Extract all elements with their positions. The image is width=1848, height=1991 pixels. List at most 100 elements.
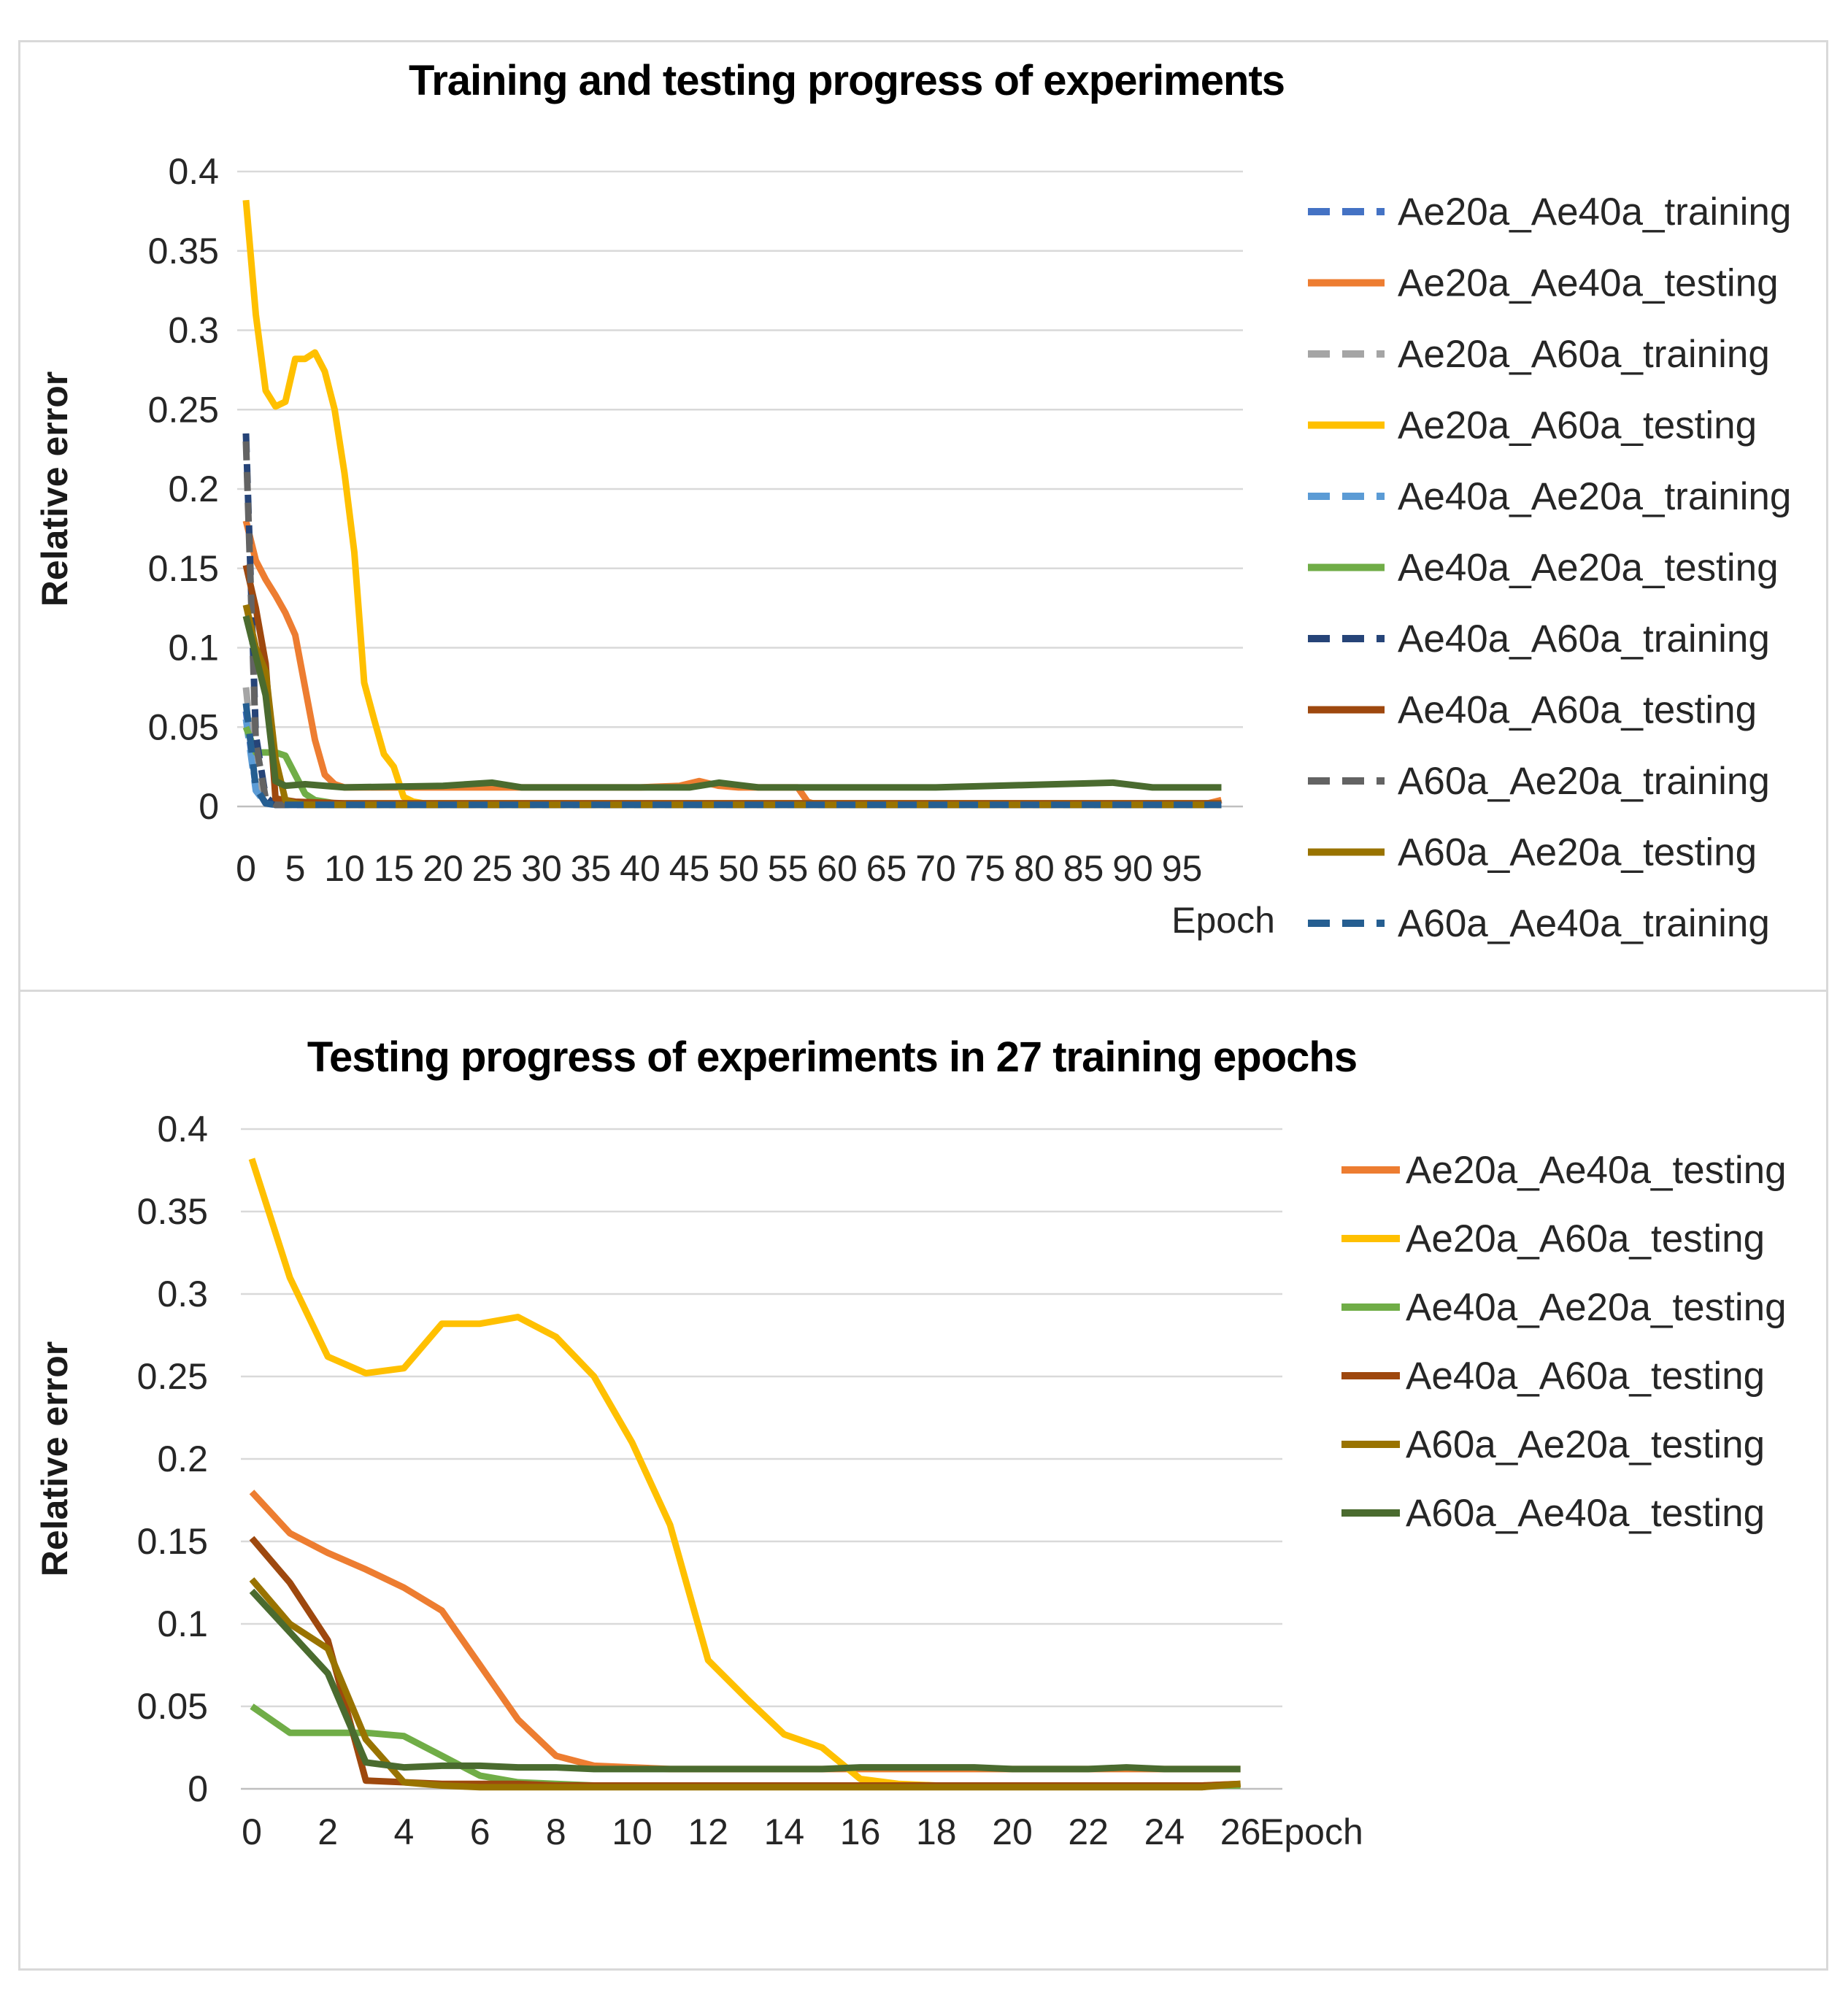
x-tick-label: 16 — [840, 1811, 881, 1852]
legend-label-A60a_Ae20a_training: A60a_Ae20a_training — [1398, 760, 1770, 803]
y-tick-label: 0.15 — [137, 1521, 208, 1562]
y-tick-label: 0 — [188, 1768, 208, 1809]
y-tick-label: 0.2 — [157, 1439, 208, 1479]
x-tick-label: 35 — [571, 848, 612, 889]
legend-label-Ae20a_Ae40a_testing: Ae20a_Ae40a_testing — [1406, 1149, 1787, 1192]
x-tick-label: 24 — [1144, 1811, 1185, 1852]
bottom-chart-title: Testing progress of experiments in 27 tr… — [307, 1033, 1357, 1081]
legend-label-Ae40a_Ae20a_testing: Ae40a_Ae20a_testing — [1406, 1286, 1787, 1329]
top-chart-x-axis-title: Epoch — [1171, 900, 1275, 941]
x-tick-label: 55 — [768, 848, 809, 889]
x-tick-label: 18 — [916, 1811, 957, 1852]
top-chart-title: Training and testing progress of experim… — [409, 57, 1285, 104]
x-tick-label: 20 — [423, 848, 463, 889]
x-tick-label: 15 — [374, 848, 415, 889]
legend-label-A60a_Ae20a_testing: A60a_Ae20a_testing — [1406, 1423, 1765, 1466]
bottom-chart-y-axis-title: Relative error — [34, 1341, 75, 1576]
legend-item: Ae20a_Ae40a_testing — [1308, 262, 1779, 305]
legend-item: Ae20a_A60a_training — [1308, 333, 1770, 376]
x-tick-label: 45 — [669, 848, 710, 889]
x-tick-label: 0 — [236, 848, 256, 889]
top-chart-plot: 00.050.10.150.20.250.30.350.40 5 10 15 20 25 3… — [148, 151, 1792, 945]
x-tick-label: 75 — [965, 848, 1006, 889]
x-tick-label: 22 — [1068, 1811, 1109, 1852]
legend-item: Ae40a_Ae20a_testing — [1341, 1286, 1787, 1329]
x-tick-label: 30 — [521, 848, 562, 889]
y-tick-label: 0.3 — [157, 1274, 208, 1314]
legend-label-Ae40a_Ae20a_training: Ae40a_Ae20a_training — [1398, 475, 1791, 518]
top-chart: 00.050.10.150.20.250.30.350.40 5 10 15 20 25 3… — [34, 57, 1792, 945]
x-tick-label: 26 — [1220, 1811, 1261, 1852]
legend-item: Ae20a_A60a_testing — [1308, 404, 1757, 447]
x-tick-label: 10 — [612, 1811, 652, 1852]
x-tick-label: 25 — [472, 848, 513, 889]
y-tick-label: 0.35 — [137, 1191, 208, 1232]
legend-item: A60a_Ae20a_testing — [1308, 831, 1757, 874]
legend-label-A60a_Ae40a_testing: A60a_Ae40a_testing — [1406, 1492, 1765, 1535]
legend-label-Ae40a_Ae20a_testing: Ae40a_Ae20a_testing — [1398, 547, 1779, 590]
series-line-A60a_Ae40a_testing — [249, 1588, 1241, 1773]
legend-label-Ae20a_A60a_training: Ae20a_A60a_training — [1398, 333, 1770, 376]
legend-item: A60a_Ae40a_training — [1308, 902, 1770, 945]
series-line-Ae40a_A60a_testing — [249, 1536, 1241, 1789]
x-tick-label: 4 — [393, 1811, 414, 1852]
legend-item: Ae40a_A60a_testing — [1341, 1355, 1765, 1398]
legend-label-Ae20a_A60a_testing: Ae20a_A60a_testing — [1398, 404, 1757, 447]
series-line-Ae20a_Ae40a_training — [242, 710, 1222, 809]
x-tick-label: 90 — [1112, 848, 1153, 889]
y-tick-label: 0.05 — [137, 1686, 208, 1727]
legend-label-Ae20a_Ae40a_training: Ae20a_Ae40a_training — [1398, 190, 1791, 234]
x-tick-label: 65 — [866, 848, 907, 889]
legend-item: A60a_Ae20a_testing — [1341, 1423, 1765, 1466]
x-tick-label: 14 — [764, 1811, 805, 1852]
legend-label-A60a_Ae40a_training: A60a_Ae40a_training — [1398, 902, 1770, 945]
legend-item: Ae40a_Ae20a_training — [1308, 475, 1791, 518]
x-tick-label: 5 — [285, 848, 306, 889]
x-tick-label: 10 — [324, 848, 365, 889]
series-line-A60a_Ae20a_testing — [242, 604, 1222, 809]
series-line-A60a_Ae40a_testing — [242, 615, 1222, 791]
y-tick-label: 0.4 — [157, 1109, 208, 1149]
series-line-Ae20a_Ae40a_testing — [249, 1490, 1241, 1773]
top-chart-y-axis-title: Relative error — [34, 371, 75, 606]
legend-label-A60a_Ae20a_testing: A60a_Ae20a_testing — [1398, 831, 1757, 874]
series-line-A60a_Ae20a_training — [242, 441, 1222, 809]
legend-item: Ae40a_Ae20a_testing — [1308, 547, 1779, 590]
x-tick-label: 40 — [620, 848, 661, 889]
legend-label-Ae20a_A60a_testing: Ae20a_A60a_testing — [1406, 1217, 1765, 1260]
legend-item: Ae40a_A60a_testing — [1308, 689, 1757, 732]
x-tick-label: 50 — [718, 848, 759, 889]
series-line-Ae20a_A60a_testing — [242, 199, 1222, 807]
bottom-chart-plot: 00.050.10.150.20.250.30.350.40 2 4 6 8 10 12 14… — [137, 1109, 1787, 1852]
series-line-A60a_Ae20a_testing — [249, 1577, 1241, 1791]
x-tick-label: 70 — [915, 848, 956, 889]
legend-item: Ae20a_A60a_testing — [1341, 1217, 1765, 1260]
y-tick-label: 0.1 — [157, 1603, 208, 1644]
legend-label-Ae40a_A60a_testing: Ae40a_A60a_testing — [1406, 1355, 1765, 1398]
y-tick-label: 0.4 — [168, 151, 219, 192]
x-tick-label: 80 — [1014, 848, 1055, 889]
legend-label-Ae40a_A60a_testing: Ae40a_A60a_testing — [1398, 689, 1757, 732]
bottom-chart-x-axis-title: Epoch — [1260, 1811, 1363, 1852]
legend-label-Ae20a_Ae40a_testing: Ae20a_Ae40a_testing — [1398, 262, 1779, 305]
panel-divider — [18, 990, 1828, 992]
x-tick-label: 8 — [546, 1811, 566, 1852]
y-tick-label: 0.25 — [137, 1356, 208, 1397]
y-tick-label: 0.3 — [168, 310, 219, 351]
series-line-A60a_Ae40a_training — [242, 703, 1222, 809]
y-tick-label: 0.15 — [148, 548, 219, 589]
bottom-chart: 00.050.10.150.20.250.30.350.40 2 4 6 8 10 12 14… — [34, 1033, 1787, 1852]
x-tick-label: 2 — [317, 1811, 338, 1852]
x-tick-label: 95 — [1162, 848, 1203, 889]
legend-item: A60a_Ae40a_testing — [1341, 1492, 1765, 1535]
y-tick-label: 0.35 — [148, 231, 219, 272]
y-tick-label: 0.05 — [148, 706, 219, 747]
y-tick-label: 0.25 — [148, 389, 219, 430]
x-tick-label: 6 — [470, 1811, 490, 1852]
legend-item: Ae40a_A60a_training — [1308, 617, 1770, 661]
x-tick-label: 12 — [688, 1811, 728, 1852]
y-tick-label: 0.2 — [168, 469, 219, 509]
legend-label-Ae40a_A60a_training: Ae40a_A60a_training — [1398, 617, 1770, 661]
series-line-Ae20a_A60a_testing — [248, 1158, 1241, 1789]
x-tick-label: 20 — [992, 1811, 1033, 1852]
